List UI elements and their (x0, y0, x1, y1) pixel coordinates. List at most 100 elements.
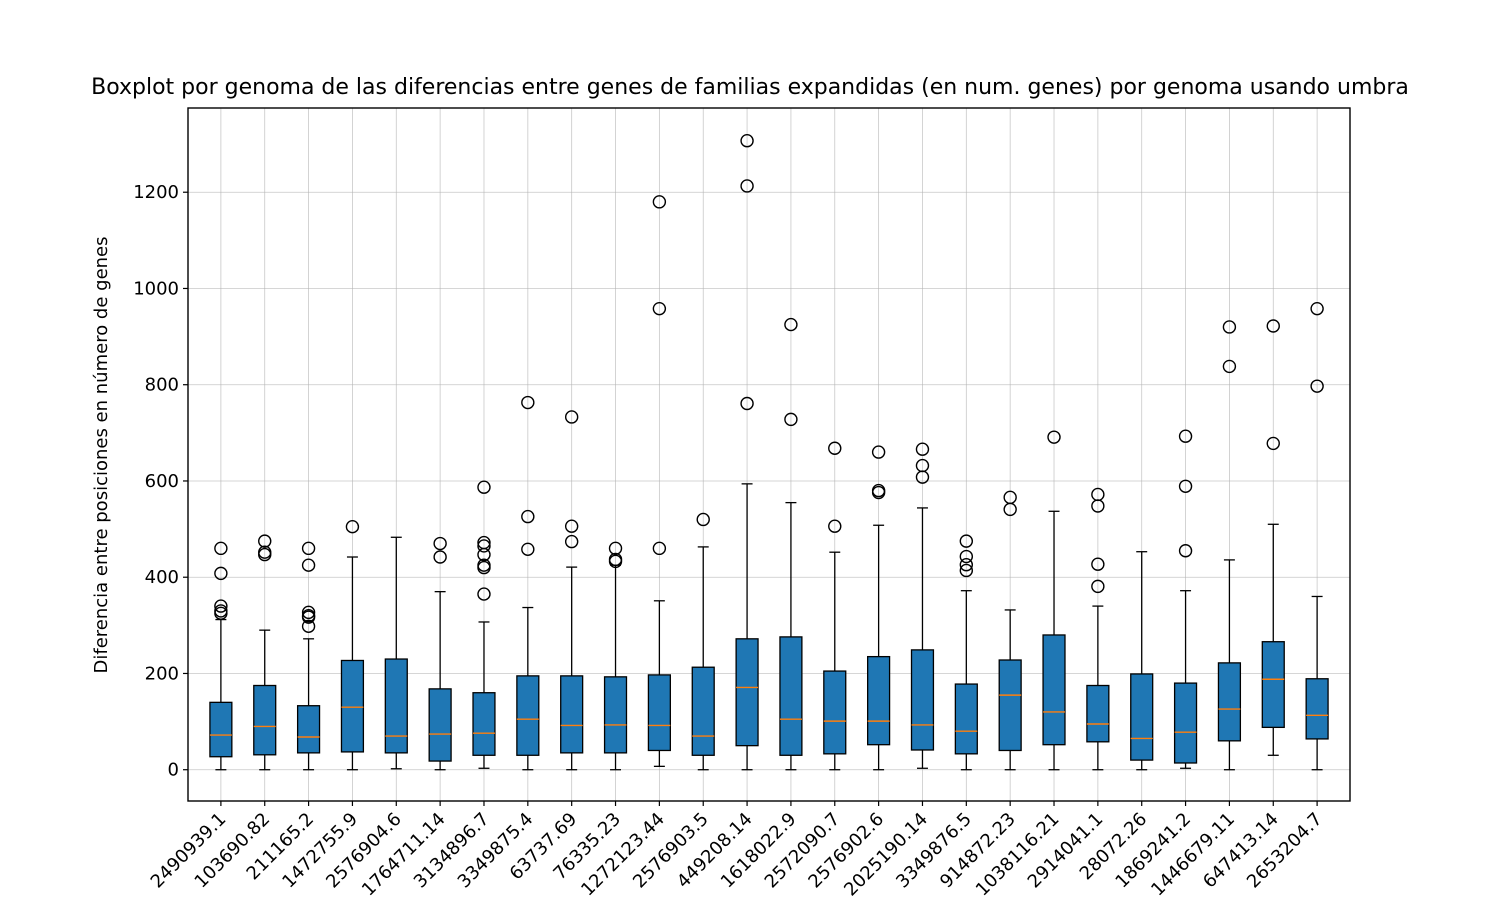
outlier-point (696, 512, 710, 527)
box (867, 655, 891, 746)
outlier-point (828, 519, 842, 533)
outlier-point (740, 396, 754, 411)
outlier-point (521, 395, 535, 410)
outlier-point (564, 534, 579, 549)
outlier-point (301, 558, 316, 572)
y-tick-label: 1200 (133, 182, 179, 203)
y-tick-label: 1000 (133, 278, 179, 299)
box-group (1261, 319, 1285, 756)
outlier-point (301, 610, 316, 624)
outlier-point (301, 619, 316, 634)
outlier-point (345, 519, 360, 534)
box-group (735, 134, 759, 771)
outlier-point (564, 410, 579, 424)
plot-frame (187, 107, 1351, 802)
box (1305, 678, 1329, 740)
box-group (472, 480, 496, 769)
outlier-point (828, 441, 842, 455)
outlier-point (521, 542, 535, 557)
outlier-point (1266, 319, 1280, 333)
y-axis-label: Diferencia entre posiciones en número de… (91, 236, 112, 673)
box-group (1042, 430, 1066, 771)
box (296, 705, 321, 754)
outlier-point (784, 317, 798, 332)
outlier-point (959, 549, 974, 564)
outlier-point (959, 534, 974, 548)
box (735, 638, 759, 747)
outlier-point (608, 554, 623, 569)
box-group (1217, 320, 1242, 771)
box (1042, 634, 1066, 746)
box-group (691, 512, 715, 771)
outlier-point (1178, 429, 1193, 443)
box-group (603, 541, 628, 771)
box-group (867, 445, 891, 771)
box (779, 636, 803, 756)
outlier-point (652, 195, 667, 209)
box-group (998, 490, 1022, 771)
outlier-point (915, 470, 930, 484)
box (954, 683, 978, 755)
box (603, 676, 628, 754)
outlier-point (1091, 499, 1105, 513)
box (516, 675, 540, 756)
outlier-point (871, 445, 886, 459)
outlier-point (433, 536, 447, 551)
box-group (954, 534, 978, 771)
outlier-point (301, 541, 316, 556)
box (1086, 684, 1110, 743)
box (209, 701, 233, 758)
box (691, 666, 715, 756)
outlier-point (959, 563, 974, 578)
box-group (253, 534, 277, 771)
outlier-point (477, 547, 491, 562)
outlier-point (1178, 544, 1193, 558)
box-group (560, 410, 584, 771)
box (472, 692, 496, 756)
outlier-point (433, 550, 447, 564)
outlier-point (214, 599, 228, 613)
box-group (1086, 487, 1110, 771)
outlier-point (740, 179, 754, 193)
box (253, 684, 277, 756)
box-group (340, 519, 365, 771)
outlier-point (477, 480, 491, 494)
outlier-point (214, 566, 228, 581)
box (647, 674, 671, 752)
box-group (428, 536, 452, 771)
outlier-point (1047, 430, 1061, 444)
outlier-point (652, 541, 667, 556)
y-tick-label: 600 (145, 471, 179, 492)
x-axis: 2490939.1103690.82211165.21472755.925769… (147, 801, 1327, 900)
box-group (296, 541, 321, 771)
box (910, 649, 935, 751)
outlier-point (258, 534, 272, 548)
outlier-point (477, 587, 491, 601)
y-tick-label: 0 (168, 760, 179, 781)
outlier-point (740, 134, 754, 148)
box (384, 658, 408, 754)
box-group (516, 395, 540, 771)
box (998, 659, 1022, 752)
outlier-point (1310, 301, 1324, 316)
box (1217, 662, 1242, 742)
outlier-point (959, 558, 974, 572)
outlier-point (564, 519, 579, 533)
box-group (1130, 551, 1154, 771)
outlier-point (521, 509, 535, 524)
outlier-point (1222, 359, 1237, 374)
outlier-point (1091, 557, 1105, 571)
box (560, 675, 584, 754)
box-series (209, 134, 1329, 771)
outlier-point (1222, 320, 1237, 334)
y-tick-label: 800 (145, 375, 179, 396)
box-group (1173, 429, 1198, 769)
box-group (647, 195, 671, 767)
outlier-point (1310, 379, 1324, 393)
box (1130, 673, 1154, 761)
outlier-point (1178, 479, 1193, 493)
outlier-point (608, 541, 623, 556)
outlier-point (214, 541, 228, 556)
box-group (1305, 301, 1329, 771)
